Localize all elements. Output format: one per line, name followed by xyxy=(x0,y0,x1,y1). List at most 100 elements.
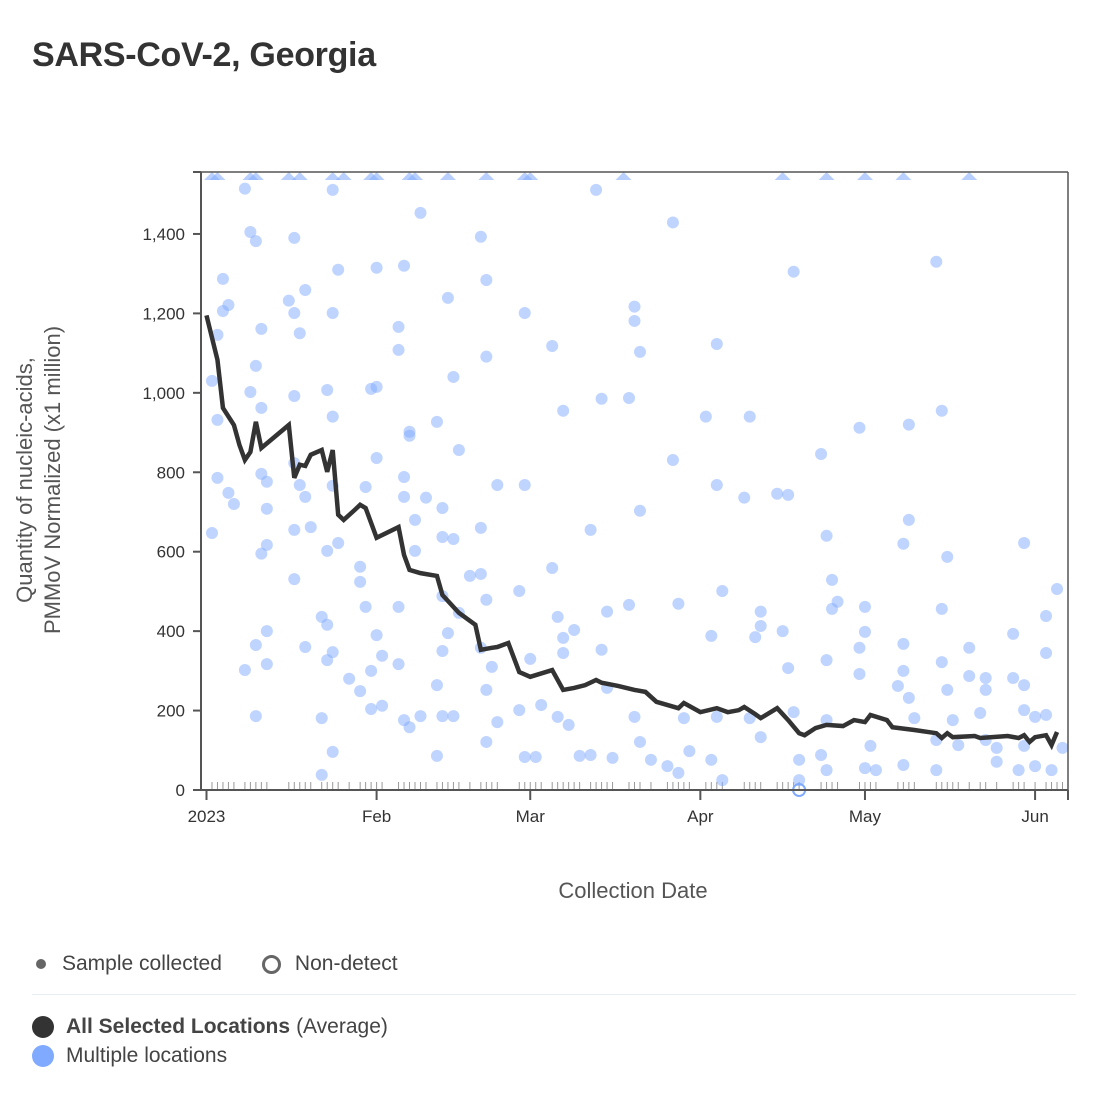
data-point xyxy=(447,370,460,383)
data-point xyxy=(222,486,235,499)
data-point xyxy=(782,662,795,675)
data-point xyxy=(623,598,636,611)
data-point xyxy=(820,529,833,542)
data-point xyxy=(293,327,306,340)
data-point xyxy=(941,683,954,696)
above-range-marker xyxy=(478,172,495,180)
data-point xyxy=(853,641,866,654)
data-point xyxy=(815,447,828,460)
legend-multiple-locations[interactable]: Multiple locations xyxy=(32,1041,388,1070)
data-point xyxy=(979,671,992,684)
y-tick-label: 800 xyxy=(157,463,185,482)
average-line xyxy=(204,314,1060,751)
data-point xyxy=(288,523,301,536)
data-point xyxy=(370,451,383,464)
points-swatch-icon xyxy=(32,1044,54,1067)
data-point xyxy=(299,490,312,503)
data-point xyxy=(288,390,301,403)
data-point xyxy=(249,710,262,723)
data-point xyxy=(332,536,345,549)
y-tick-label: 1,000 xyxy=(142,384,185,403)
data-point xyxy=(205,527,218,540)
data-point xyxy=(430,679,443,692)
ring-icon xyxy=(261,954,281,974)
data-point xyxy=(288,306,301,319)
data-point xyxy=(535,699,548,712)
data-point xyxy=(562,718,575,731)
legend-non-detect[interactable]: Non-detect xyxy=(261,952,398,976)
y-tick-label: 400 xyxy=(157,622,185,641)
data-point xyxy=(321,618,334,631)
data-point xyxy=(710,337,723,350)
data-point xyxy=(606,751,619,764)
data-point xyxy=(529,751,542,764)
data-point xyxy=(441,627,454,640)
data-point xyxy=(683,745,696,758)
data-point xyxy=(897,758,910,771)
data-point xyxy=(513,704,526,717)
data-point xyxy=(787,265,800,278)
data-point xyxy=(793,753,806,766)
legend-label: Multiple locations xyxy=(66,1043,228,1067)
data-point xyxy=(557,404,570,417)
data-point xyxy=(1040,708,1053,721)
average-swatch-icon xyxy=(32,1015,54,1038)
data-point xyxy=(293,478,306,491)
data-point xyxy=(1040,646,1053,659)
data-point xyxy=(249,235,262,248)
data-point xyxy=(392,320,405,333)
data-point xyxy=(743,410,756,423)
above-range-marker xyxy=(335,172,352,180)
data-point xyxy=(343,672,356,685)
data-point xyxy=(518,306,531,319)
data-point xyxy=(211,471,224,484)
data-point xyxy=(891,679,904,692)
data-point xyxy=(672,597,685,610)
data-point xyxy=(513,585,526,598)
above-range-marker xyxy=(280,172,297,180)
data-point xyxy=(633,345,646,358)
data-point xyxy=(820,764,833,777)
data-point xyxy=(930,255,943,268)
data-point xyxy=(414,206,427,219)
data-point xyxy=(990,755,1003,768)
data-point xyxy=(359,600,372,613)
data-point xyxy=(409,513,422,526)
data-point xyxy=(551,710,564,723)
data-point xyxy=(321,654,334,667)
data-point xyxy=(1018,679,1031,692)
data-point xyxy=(864,739,877,752)
data-point xyxy=(551,610,564,623)
data-point xyxy=(716,774,729,787)
x-tick-label: May xyxy=(849,807,882,826)
data-point xyxy=(414,710,427,723)
data-point xyxy=(430,749,443,762)
data-point xyxy=(326,183,339,196)
above-range-marker xyxy=(439,172,456,180)
data-point xyxy=(1029,760,1042,773)
axes: 0 200 400 600 800 1,000 1,200 1,400 2023 Feb Mar Ap… xyxy=(142,171,1069,826)
data-point xyxy=(299,641,312,654)
data-point xyxy=(354,560,367,573)
data-point xyxy=(238,664,251,677)
data-point xyxy=(419,491,432,504)
data-point xyxy=(633,735,646,748)
legend-average[interactable]: All Selected Locations (Average) xyxy=(32,1012,388,1041)
data-point xyxy=(705,753,718,766)
data-point xyxy=(979,683,992,696)
data-point xyxy=(447,710,460,723)
data-point xyxy=(782,488,795,501)
data-point xyxy=(376,699,389,712)
data-point xyxy=(749,631,762,644)
data-point xyxy=(1040,610,1053,623)
data-point xyxy=(474,230,487,243)
data-point xyxy=(244,386,257,399)
data-point xyxy=(480,350,493,363)
data-point xyxy=(304,521,317,534)
data-point xyxy=(392,600,405,613)
data-point xyxy=(644,753,657,766)
data-point xyxy=(282,294,295,307)
legend-sample-collected[interactable]: Sample collected xyxy=(32,952,222,976)
data-point xyxy=(249,639,262,652)
above-range-marker xyxy=(774,172,791,180)
